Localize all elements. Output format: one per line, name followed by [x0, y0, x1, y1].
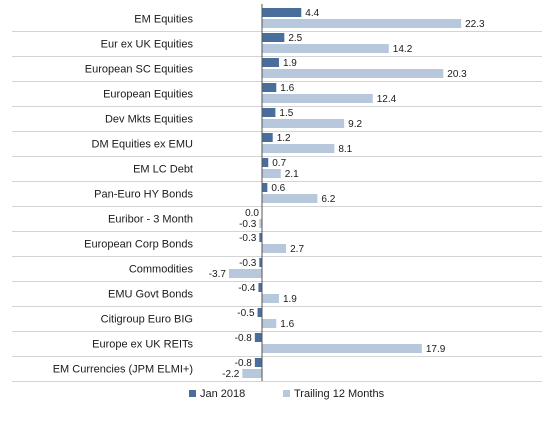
bar-trailing-12-months	[262, 194, 318, 203]
data-label: 22.3	[465, 19, 485, 30]
data-label: 20.3	[447, 69, 467, 80]
data-label: -0.5	[237, 308, 255, 319]
bar-jan-2018	[262, 133, 273, 142]
bar-jan-2018	[254, 358, 262, 367]
bar-trailing-12-months	[262, 344, 422, 353]
row-separators	[12, 31, 542, 382]
bar-trailing-12-months	[228, 269, 262, 278]
data-label: 6.2	[321, 194, 335, 205]
bar-trailing-12-months	[262, 69, 444, 78]
bar-jan-2018	[259, 258, 262, 267]
data-label: -0.3	[239, 258, 257, 269]
data-label: 14.2	[393, 44, 413, 55]
bar-jan-2018	[257, 308, 262, 317]
data-label: 2.5	[288, 33, 302, 44]
bar-jan-2018	[258, 283, 262, 292]
bar-jan-2018	[262, 58, 279, 67]
data-label: 1.9	[283, 294, 297, 305]
data-label: -0.3	[239, 233, 257, 244]
category-label: European Equities	[103, 89, 193, 101]
data-label: 0.7	[272, 158, 286, 169]
bar-jan-2018	[262, 8, 302, 17]
data-label: 2.7	[290, 244, 304, 255]
data-label: 2.1	[285, 169, 299, 180]
category-label: Citigroup Euro BIG	[101, 314, 193, 326]
data-label: 8.1	[338, 144, 352, 155]
bar-trailing-12-months	[262, 244, 287, 253]
data-label: 1.9	[283, 58, 297, 69]
data-label: -0.3	[239, 219, 257, 230]
data-label: -0.8	[235, 358, 253, 369]
category-label: Dev Mkts Equities	[105, 114, 194, 126]
data-label: -0.8	[235, 333, 253, 344]
legend-label-trailing-12-months: Trailing 12 Months	[294, 388, 385, 400]
data-label: 9.2	[348, 119, 362, 130]
legend-swatch-jan-2018	[189, 390, 196, 397]
category-label: EMU Govt Bonds	[108, 289, 193, 301]
bar-jan-2018	[262, 83, 277, 92]
bar-trailing-12-months	[242, 369, 262, 378]
bar-trailing-12-months	[262, 169, 281, 178]
data-label: 17.9	[426, 344, 446, 355]
bar-trailing-12-months	[262, 119, 345, 128]
data-label: -0.4	[238, 283, 256, 294]
data-label: 12.4	[377, 94, 397, 105]
bar-trailing-12-months	[262, 319, 277, 328]
bar-trailing-12-months	[259, 219, 262, 228]
data-label: 4.4	[305, 8, 319, 19]
data-labels: 4.4 22.3 2.5 14.2 1.9 20.3 1.6 12.4 1.5 9.2 1.2 8.1…	[209, 8, 485, 380]
bars	[228, 8, 462, 378]
bar-trailing-12-months	[262, 19, 462, 28]
bar-jan-2018	[259, 233, 262, 242]
category-label: EM Currencies (JPM ELMI+)	[53, 364, 193, 376]
data-label: -2.2	[222, 369, 240, 380]
category-label: EM LC Debt	[133, 164, 193, 176]
category-labels: EM Equities Eur ex UK Equities European SC…	[53, 14, 194, 376]
category-label: European Corp Bonds	[84, 239, 193, 251]
bar-jan-2018	[262, 33, 285, 42]
category-label: Pan-Euro HY Bonds	[94, 189, 193, 201]
bar-jan-2018	[254, 333, 262, 342]
legend: Jan 2018 Trailing 12 Months	[189, 388, 385, 400]
category-label: European SC Equities	[85, 64, 194, 76]
data-label: 1.2	[277, 133, 291, 144]
bar-jan-2018	[262, 183, 268, 192]
data-label: -3.7	[209, 269, 227, 280]
category-label: Commodities	[129, 264, 194, 276]
category-label: DM Equities ex EMU	[92, 139, 194, 151]
category-label: Euribor - 3 Month	[108, 214, 193, 226]
data-label: 1.5	[279, 108, 293, 119]
bar-trailing-12-months	[262, 144, 335, 153]
category-label: EM Equities	[134, 14, 193, 26]
bar-trailing-12-months	[262, 294, 279, 303]
bar-trailing-12-months	[262, 94, 373, 103]
data-label: 1.6	[280, 83, 294, 94]
legend-swatch-trailing-12-months	[283, 390, 290, 397]
bar-trailing-12-months	[262, 44, 389, 53]
bar-jan-2018	[262, 158, 269, 167]
data-label: 0.0	[245, 208, 259, 219]
data-label: 0.6	[271, 183, 285, 194]
bar-jan-2018	[262, 108, 276, 117]
category-label: Europe ex UK REITs	[92, 339, 193, 351]
legend-label-jan-2018: Jan 2018	[200, 388, 245, 400]
category-label: Eur ex UK Equities	[101, 39, 194, 51]
data-label: 1.6	[280, 319, 294, 330]
